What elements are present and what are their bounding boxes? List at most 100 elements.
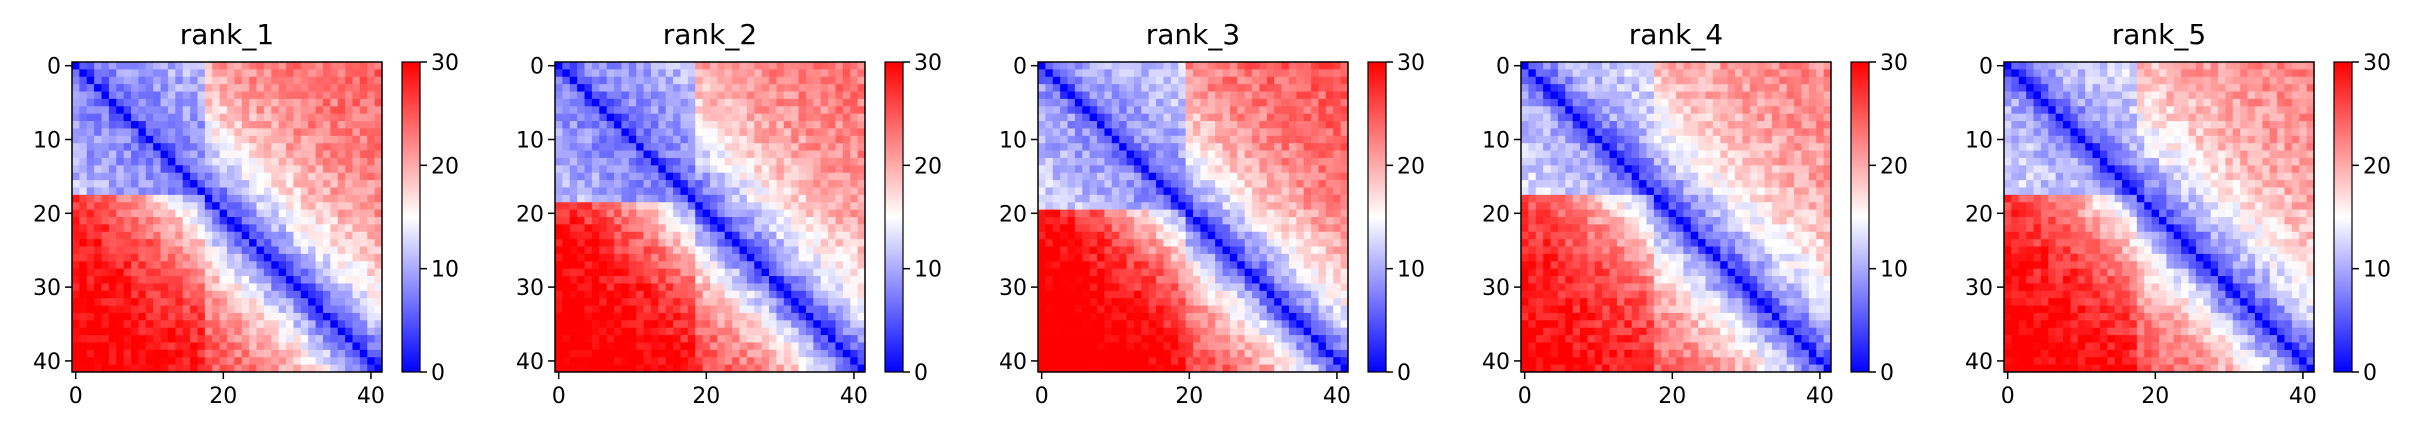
heatmap-cell <box>345 180 353 188</box>
heatmap-cell <box>1185 91 1194 100</box>
heatmap-cell <box>108 180 117 188</box>
heatmap-cell <box>374 231 383 240</box>
heatmap-cell <box>1156 143 1164 151</box>
heatmap-cell <box>1193 194 1201 203</box>
heatmap-cell <box>665 239 674 247</box>
heatmap-cell <box>293 194 302 203</box>
heatmap-cell <box>650 69 659 78</box>
heatmap-cell <box>717 283 726 292</box>
heatmap-cell <box>227 327 235 336</box>
heatmap-cell <box>1207 84 1216 92</box>
heatmap-cell <box>131 157 139 166</box>
heatmap-cell <box>1178 268 1186 277</box>
heatmap-cell <box>234 194 243 203</box>
heatmap-cell <box>739 143 748 151</box>
heatmap-cell <box>1215 231 1223 240</box>
heatmap-cell <box>754 290 763 299</box>
heatmap-cell <box>569 246 578 255</box>
heatmap-cell <box>857 194 866 203</box>
heatmap-cell <box>1170 98 1179 107</box>
heatmap-cell <box>599 172 608 181</box>
heatmap-cell <box>577 143 585 151</box>
heatmap-cell <box>1333 268 1341 277</box>
heatmap-cell <box>1311 62 1319 70</box>
heatmap-cell <box>835 113 844 122</box>
heatmap-cell <box>702 298 711 306</box>
heatmap-cell <box>359 261 368 270</box>
heatmap-cell <box>359 106 368 115</box>
heatmap-cell <box>569 342 578 351</box>
heatmap-cell <box>1170 62 1179 70</box>
heatmap-cell <box>643 253 652 262</box>
heatmap-cell <box>1148 143 1157 151</box>
heatmap-cell <box>138 69 147 78</box>
heatmap-cell <box>153 298 161 306</box>
heatmap-cell <box>116 128 125 137</box>
heatmap-cell <box>1097 62 1105 70</box>
heatmap-cell <box>1074 84 1083 92</box>
heatmap-cell <box>1052 224 1061 233</box>
heatmap-cell <box>234 121 243 129</box>
heatmap-cell <box>1038 98 1046 107</box>
heatmap-cell <box>687 342 696 351</box>
heatmap-cell <box>614 172 622 181</box>
heatmap-cell <box>1089 172 1098 181</box>
heatmap-cell <box>850 69 858 78</box>
heatmap-cell <box>94 135 102 144</box>
heatmap-cell <box>212 202 220 210</box>
heatmap-cell <box>241 143 250 151</box>
heatmap-cell <box>1170 202 1179 210</box>
heatmap-cell <box>227 150 235 159</box>
heatmap-cell <box>190 165 198 174</box>
heatmap-cell <box>813 62 822 70</box>
heatmap-cell <box>739 349 748 358</box>
heatmap-cell <box>1170 76 1179 85</box>
heatmap-cell <box>680 217 689 225</box>
heatmap-cell <box>1318 113 1327 122</box>
heatmap-cell <box>1082 76 1091 85</box>
heatmap-cell <box>116 312 125 321</box>
heatmap-cell <box>1193 217 1201 225</box>
heatmap-cell <box>710 128 718 137</box>
heatmap-cell <box>732 276 740 284</box>
heatmap-cell <box>101 253 110 262</box>
heatmap-cell <box>116 202 125 210</box>
heatmap-cell <box>835 283 844 292</box>
heatmap-cell <box>599 209 608 218</box>
heatmap-cell <box>123 172 132 181</box>
heatmap-cell <box>1038 217 1046 225</box>
heatmap-cell <box>1067 231 1076 240</box>
heatmap-cell <box>614 143 622 151</box>
heatmap-cell <box>584 320 593 329</box>
heatmap-cell <box>219 180 228 188</box>
heatmap-cell <box>805 239 814 247</box>
heatmap-cell <box>732 217 740 225</box>
heatmap-cell <box>1193 91 1201 100</box>
heatmap-cell <box>278 268 287 277</box>
heatmap-cell <box>1038 187 1046 196</box>
heatmap-cell <box>286 121 294 129</box>
heatmap-cell <box>160 172 169 181</box>
heatmap-cell <box>1133 194 1142 203</box>
heatmap-cell <box>842 121 851 129</box>
heatmap-cell <box>167 320 176 329</box>
heatmap-cell <box>1074 305 1083 314</box>
heatmap-cell <box>1288 268 1297 277</box>
heatmap-cell <box>219 202 228 210</box>
heatmap-cell <box>1052 231 1061 240</box>
heatmap-cell <box>783 202 792 210</box>
heatmap-cell <box>1281 268 1290 277</box>
heatmap-cell <box>643 224 652 233</box>
heatmap-cell <box>555 261 563 270</box>
heatmap-cell <box>791 276 799 284</box>
heatmap-cell <box>293 69 302 78</box>
heatmap-cell <box>702 335 711 343</box>
heatmap-cell <box>1156 69 1164 78</box>
colorbar-tick-label: 0 <box>914 361 928 386</box>
heatmap-cell <box>263 128 272 137</box>
heatmap-cell <box>850 217 858 225</box>
heatmap-cell <box>857 327 866 336</box>
heatmap-cell <box>798 128 807 137</box>
heatmap-cell <box>204 121 213 129</box>
heatmap-cell <box>108 298 117 306</box>
